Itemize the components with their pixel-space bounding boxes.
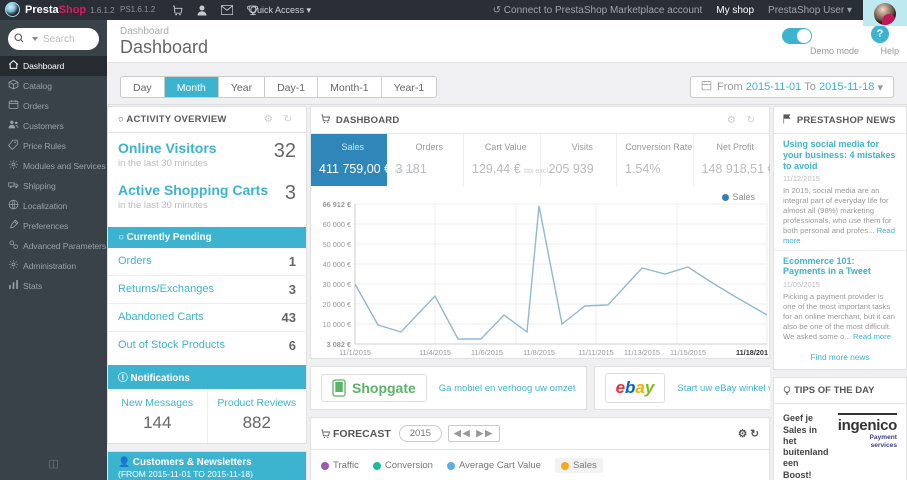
svg-text:11/8/2015: 11/8/2015 bbox=[523, 348, 555, 357]
svg-text:11/6/2015: 11/6/2015 bbox=[471, 348, 503, 357]
svg-text:11/11/2015: 11/11/2015 bbox=[578, 348, 613, 357]
svg-text:11/1/2015: 11/1/2015 bbox=[339, 348, 371, 357]
svg-text:40 000 €: 40 000 € bbox=[323, 260, 351, 269]
svg-text:11/4/2015: 11/4/2015 bbox=[419, 348, 451, 357]
svg-text:10 000 €: 10 000 € bbox=[323, 320, 351, 329]
svg-text:60 000 €: 60 000 € bbox=[323, 220, 351, 229]
svg-text:30 000 €: 30 000 € bbox=[323, 280, 351, 289]
svg-text:66 912 €: 66 912 € bbox=[323, 200, 351, 209]
svg-text:11/13/2015: 11/13/2015 bbox=[624, 348, 660, 357]
svg-text:20 000 €: 20 000 € bbox=[323, 300, 351, 309]
svg-text:50 000 €: 50 000 € bbox=[323, 240, 351, 249]
svg-text:11/18/201: 11/18/201 bbox=[736, 348, 768, 357]
svg-text:11/15/2015: 11/15/2015 bbox=[670, 348, 706, 357]
